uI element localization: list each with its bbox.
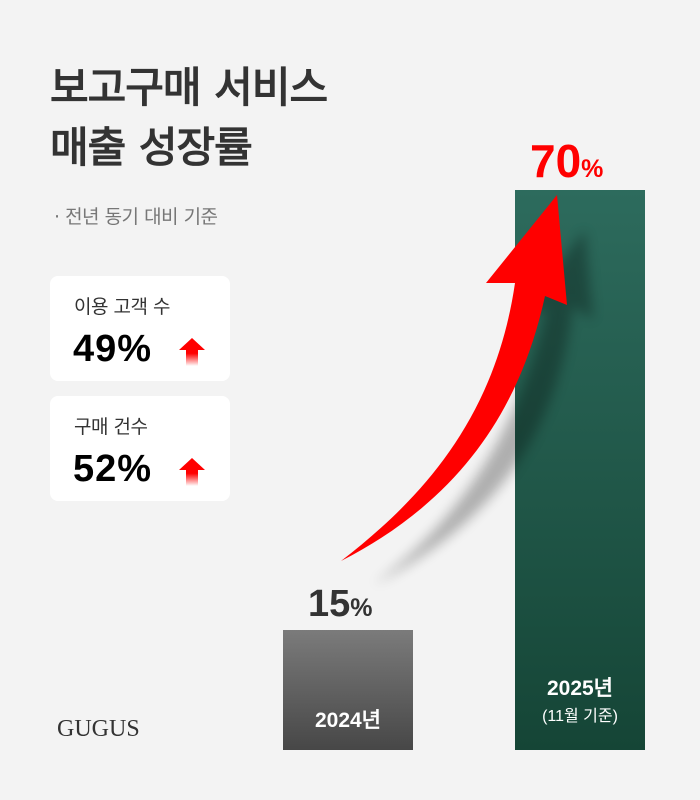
- value-number: 70: [530, 135, 582, 187]
- bar-value-2024: 15%: [308, 583, 373, 626]
- stat-card-customers: 이용 고객 수 49%: [50, 276, 230, 381]
- bar-2025: 2025년 (11월 기준): [515, 190, 645, 750]
- value-number: 15: [308, 583, 351, 625]
- stat-label: 구매 건수: [74, 416, 148, 438]
- bar-note-label: (11월 기준): [542, 708, 618, 725]
- brand-logo: GUGUS: [57, 716, 140, 742]
- value-unit: %: [350, 594, 373, 622]
- page-title: 보고구매 서비스 매출 성장률: [50, 58, 328, 178]
- title-line-1: 보고구매 서비스: [50, 63, 328, 112]
- title-line-2: 매출 성장률: [50, 123, 253, 172]
- subtitle: · 전년 동기 대비 기준: [54, 206, 218, 228]
- stat-value: 49%: [73, 328, 153, 370]
- arrow-up-icon: [179, 458, 205, 486]
- value-unit: %: [581, 155, 604, 183]
- bar-year-label: 2024년: [314, 709, 382, 732]
- arrow-up-icon: [179, 338, 205, 366]
- bar-2024: 2024년: [283, 630, 413, 750]
- bar-value-2025: 70%: [530, 134, 603, 188]
- bar-year-label: 2025년: [546, 677, 614, 700]
- stat-label: 이용 고객 수: [74, 296, 170, 318]
- stat-card-orders: 구매 건수 52%: [50, 396, 230, 501]
- stat-value: 52%: [73, 448, 153, 490]
